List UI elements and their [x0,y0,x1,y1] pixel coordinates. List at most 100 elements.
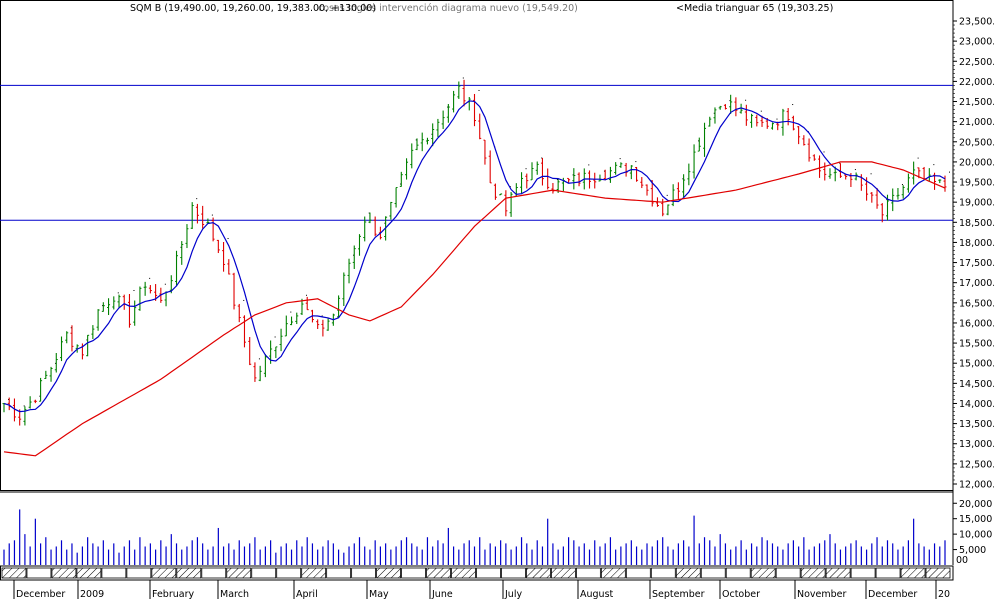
y-tick-label-1: 23,000.00 [959,37,994,48]
y-tick-label-12: 17,500.00 [959,258,994,269]
y-tick-label-9: 19,000.00 [959,198,994,209]
week-cell-26 [650,567,676,579]
month-label-11: November [797,589,847,599]
y-tick-label-11: 18,000.00 [959,238,994,249]
moving-average-lines [3,100,946,457]
sar-dot-159 [839,162,841,164]
sar-dot-48 [258,358,260,360]
week-cell-28 [700,567,726,579]
week-cell-0 [1,567,27,579]
volume-tick-label-0: 20,000 [959,499,992,510]
chart-title: SQM B (19,490.00, 19,260.00, 19,383.00, … [130,3,833,14]
month-label-3: March [220,589,249,599]
week-cell-23 [575,567,601,579]
sar-dot-54 [290,311,292,313]
sar-dot-99 [525,168,527,170]
y-tick-label-7: 20,000.00 [959,157,994,168]
sar-dot-0 [8,398,9,400]
sar-dot-108 [572,174,574,176]
week-cell-3 [76,567,102,579]
sar-dot-84 [447,106,449,108]
month-label-0: December [16,589,65,599]
month-label-8: August [580,589,614,599]
week-cell-24 [600,567,626,579]
y-tick-label-3: 22,000.00 [959,77,994,88]
sar-dot-126 [666,194,668,196]
time-axis: December 2009 February March April May June Jul… [0,565,954,599]
week-cell-11 [276,567,302,579]
week-cell-22 [551,567,576,579]
sar-dot-177 [933,164,935,166]
week-cell-7 [176,567,202,579]
long-moving-average-line [3,161,946,457]
y-tick-label-21: 13,000.00 [959,439,994,450]
sar-dot-171 [901,184,903,186]
sar-dot-87 [462,77,464,79]
week-cell-21 [526,567,551,579]
sar-dot-90 [478,89,480,91]
sar-dot-15 [86,339,88,341]
sar-dot-96 [509,186,511,188]
sar-dot-39 [211,214,213,216]
sar-dot-30 [164,283,166,285]
week-cell-16 [401,567,426,579]
sar-dot-102 [541,157,543,159]
sar-dot-105 [556,179,558,181]
sar-dot-174 [917,157,919,159]
sar-dot-117 [619,158,621,160]
week-cell-6 [151,567,177,579]
sar-dot-63 [337,309,339,311]
week-cell-19 [476,567,501,579]
y-tick-label-5: 21,000.00 [959,117,994,128]
sar-dot-18 [102,305,104,307]
title-overlap: cosas Ingles intervención diagrama nuevo… [318,3,578,14]
week-cell-32 [800,567,826,579]
short-moving-average-line [3,100,946,413]
y-tick-label-19: 14,000.00 [959,399,994,410]
sar-dot-132 [698,140,700,142]
week-cell-1 [26,567,52,579]
week-cell-5 [126,567,152,579]
y-tick-label-23: 12,000.00 [959,480,994,491]
sar-dot-24 [133,289,135,291]
sar-dot-6 [39,395,41,397]
sar-dot-3 [23,405,25,407]
sar-dot-150 [792,104,794,106]
volume-tick-label-2: 10,000 [959,530,992,541]
week-cell-37 [925,567,951,579]
y-tick-label-18: 14,500.00 [959,379,994,390]
month-label-1: 2009 [80,589,104,599]
price-axis: 23,500.00 23,000.00 22,500.00 22,000.00 21,5… [953,17,994,491]
week-cell-25 [625,567,651,579]
y-tick-label-14: 16,500.00 [959,298,994,309]
sar-dot-27 [149,277,151,279]
y-tick-label-4: 21,500.00 [959,97,994,108]
sar-dot-75 [400,183,402,185]
y-tick-label-16: 15,500.00 [959,339,994,350]
sar-dot-156 [823,151,825,153]
y-tick-label-2: 22,500.00 [959,57,994,68]
y-tick-label-22: 12,500.00 [959,459,994,470]
sar-dot-147 [776,118,778,120]
sar-dot-57 [305,294,307,296]
volume-tick-label-1: 15,000 [959,514,992,525]
month-label-13: 20 [938,589,950,599]
sar-dot-123 [651,180,653,182]
week-cell-34 [850,567,876,579]
sar-dot-141 [745,99,747,101]
sar-dot-60 [321,315,323,317]
month-label-4: April [296,589,318,599]
sar-dot-78 [415,139,417,141]
volume-tick-label-3: 5,000 [959,545,986,556]
month-label-12: December [868,589,917,599]
month-label-5: May [369,589,389,599]
sar-dot-12 [70,327,72,329]
sar-dot-51 [274,336,276,338]
sar-dot-120 [635,161,637,163]
month-label-6: June [431,589,453,599]
week-cell-33 [825,567,851,579]
sar-dot-162 [854,169,856,171]
week-cell-29 [725,567,751,579]
month-label-7: July [504,589,522,599]
